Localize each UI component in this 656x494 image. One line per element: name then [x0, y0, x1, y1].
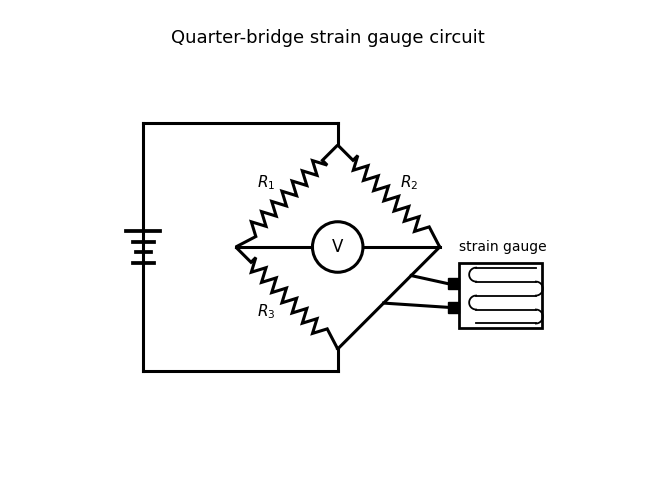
Text: V: V: [332, 238, 343, 256]
Text: $R_3$: $R_3$: [257, 302, 276, 321]
Text: Quarter-bridge strain gauge circuit: Quarter-bridge strain gauge circuit: [171, 29, 485, 47]
Text: strain gauge: strain gauge: [459, 240, 546, 254]
Bar: [459, 263, 542, 329]
Text: $R_1$: $R_1$: [257, 173, 276, 192]
Circle shape: [312, 222, 363, 272]
Text: $R_2$: $R_2$: [400, 173, 419, 192]
Bar: [449, 302, 459, 313]
Bar: [449, 279, 459, 289]
